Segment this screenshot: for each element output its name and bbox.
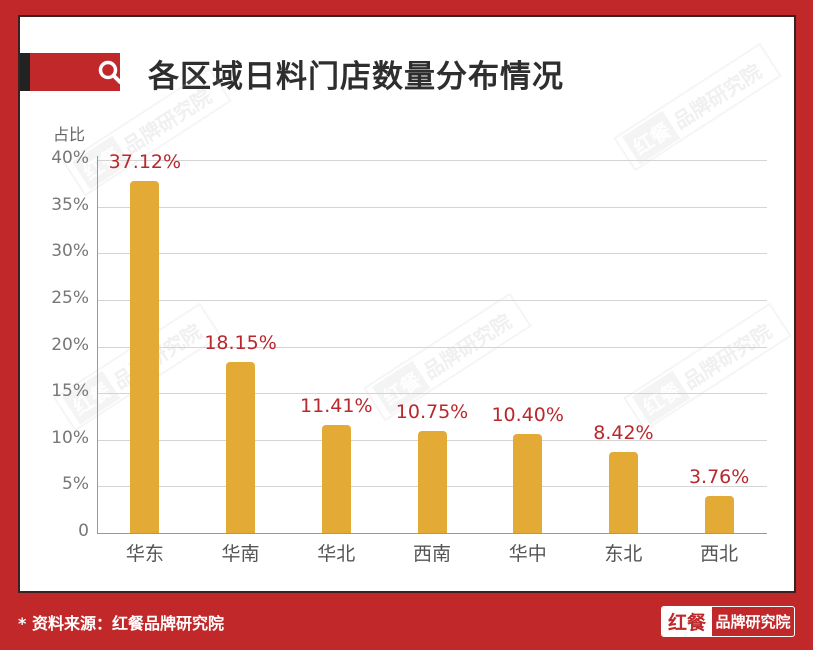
x-tick-label: 东北: [604, 543, 643, 565]
x-axis: [97, 533, 767, 534]
value-label: 10.75%: [395, 400, 469, 423]
y-tick-label: 25%: [51, 287, 89, 308]
y-tick-label: 5%: [62, 474, 89, 495]
y-tick-label: 0: [78, 521, 89, 541]
x-tick-label: 西北: [700, 543, 739, 565]
value-label: 37.12%: [108, 150, 182, 173]
value-label: 8.42%: [593, 422, 654, 445]
bar-西南: [417, 430, 447, 533]
value-label: 11.41%: [300, 394, 373, 417]
y-tick-label: 20%: [51, 334, 89, 355]
watermark: 红餐品牌研究院: [623, 302, 792, 432]
y-tick-label: 30%: [51, 241, 89, 262]
y-axis-label: 占比: [53, 125, 86, 144]
x-tick-label: 西南: [412, 543, 451, 565]
source-note: * 资料来源：红餐品牌研究院: [18, 614, 224, 633]
gridline: [97, 346, 767, 348]
bar-华东: [130, 180, 160, 533]
y-axis: [97, 156, 98, 533]
bar-华北: [321, 424, 351, 533]
x-tick-label: 华东: [125, 543, 164, 565]
chart-panel: 各区域日料门店数量分布情况 占比 红餐 品牌研究院 红餐 品牌研究院 红餐 品牌研究院 红餐…: [18, 15, 796, 593]
bar-华中: [513, 434, 543, 533]
y-tick-label: 10%: [51, 427, 89, 448]
x-tick-label: 华南: [221, 543, 260, 565]
chart-title: 各区域日料门店数量分布情况: [148, 59, 564, 95]
gridline: [97, 253, 767, 255]
x-tick-label: 华中: [508, 543, 547, 565]
gridline: [97, 206, 767, 208]
gridline: [97, 160, 767, 161]
search-icon: [98, 60, 122, 84]
bar-华南: [226, 361, 256, 533]
logo-text: 品牌研究院: [715, 613, 791, 631]
y-tick-label: 40%: [51, 148, 89, 168]
bar-西北: [704, 495, 734, 533]
y-tick-label: 35%: [51, 194, 89, 215]
bar-东北: [608, 452, 638, 533]
watermark: 红餐品牌研究院: [613, 42, 782, 172]
brand-logo: 红餐 品牌研究院: [661, 606, 795, 637]
gridline: [97, 393, 767, 395]
value-label: 3.76%: [688, 465, 750, 488]
x-tick-label: 华北: [317, 543, 356, 565]
title-accent-bar: [20, 53, 122, 91]
logo-mark: 红餐: [662, 607, 712, 636]
y-tick-label: 15%: [51, 381, 89, 402]
value-label: 10.40%: [491, 404, 564, 427]
value-label: 18.15%: [204, 331, 277, 354]
gridline: [97, 299, 767, 301]
